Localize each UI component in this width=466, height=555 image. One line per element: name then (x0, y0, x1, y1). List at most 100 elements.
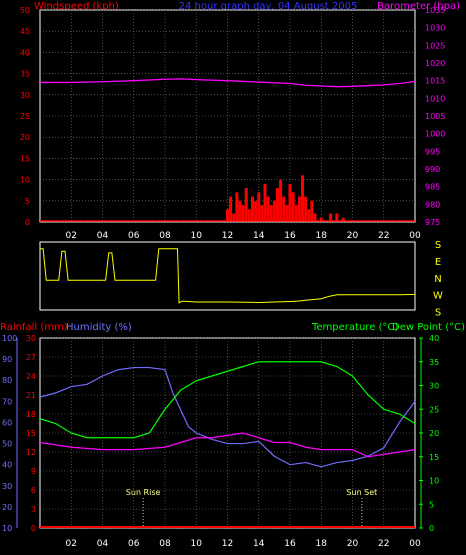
y-humidity-tick-label: 10 (2, 524, 12, 533)
x-tick-label: 06 (128, 539, 140, 549)
y-right-tick-label: 975 (425, 218, 440, 227)
x-tick-label: 20 (347, 231, 359, 241)
y-left-tick-label: 50 (20, 6, 30, 15)
wind-bar (269, 205, 273, 221)
wind-bar (313, 213, 317, 221)
x-tick-label: 00 (409, 231, 421, 241)
wind-bar (307, 209, 311, 221)
compass-label: S (435, 240, 441, 251)
y-humidity-tick-label: 70 (2, 397, 12, 406)
wind-bar (226, 209, 229, 221)
wind-bar (301, 175, 304, 221)
wind-bar (279, 179, 283, 221)
wind-bar (251, 196, 254, 221)
dewpoint-line (39, 432, 416, 458)
compass-label: N (434, 274, 441, 285)
x-tick-label: 12 (222, 231, 233, 241)
wind-bar (297, 196, 301, 221)
y-left-tick-label: 20 (20, 133, 30, 142)
y-rain-tick-label: 15 (26, 429, 36, 438)
y-rain-tick-label: 9 (31, 467, 36, 476)
compass-label: E (435, 257, 441, 268)
chart-marks: Sun Rise Sun Set (39, 78, 416, 528)
y-left-tick-label: 15 (20, 154, 30, 163)
wind-bar (241, 205, 245, 221)
y-rain-tick-label: 0 (31, 524, 36, 533)
x-tick-label: 14 (253, 539, 265, 549)
y-humidity-tick-label: 90 (2, 355, 12, 364)
y-temp-tick-label: 30 (429, 382, 439, 391)
wind-bar (244, 188, 248, 221)
y-left-tick-label: 35 (20, 70, 30, 79)
temp-humidity-axes: 02 04 06 08 10 12 14 16 18 20 22 000369121518212427… (2, 334, 439, 549)
x-tick-label: 12 (222, 539, 233, 549)
y-humidity-tick-label: 80 (2, 376, 12, 385)
y-right-tick-label: 980 (425, 200, 440, 209)
wind-bar (263, 183, 267, 221)
wind-bar (235, 192, 239, 221)
y-right-tick-label: 1035 (425, 6, 445, 15)
y-humidity-tick-label: 50 (2, 440, 12, 449)
y-rain-tick-label: 18 (26, 410, 36, 419)
y-right-tick-label: 990 (425, 165, 440, 174)
y-left-tick-label: 45 (20, 27, 30, 36)
x-tick-label: 10 (191, 231, 203, 241)
y-left-tick-label: 0 (25, 218, 30, 227)
wind-bar (260, 205, 264, 221)
y-temp-tick-label: 40 (429, 334, 439, 343)
y-right-tick-label: 1020 (425, 59, 445, 68)
y-right-tick-label: 995 (425, 147, 440, 156)
x-tick-label: 18 (316, 231, 328, 241)
temperature-line (39, 361, 416, 439)
wind-bar (266, 196, 270, 221)
y-rain-tick-label: 3 (31, 505, 36, 514)
wind-bar (294, 205, 298, 221)
wind-bar (257, 192, 261, 221)
humidity-label: Humidity (%) (66, 322, 132, 333)
x-tick-label: 20 (347, 539, 359, 549)
x-tick-label: 00 (409, 539, 421, 549)
y-rain-tick-label: 12 (26, 448, 36, 457)
wind-bar (276, 188, 279, 221)
wind-baro-grid (40, 9, 415, 223)
x-tick-label: 02 (66, 231, 77, 241)
x-tick-label: 08 (159, 539, 171, 549)
wind-bar (335, 213, 339, 221)
y-rain-tick-label: 24 (26, 372, 36, 381)
y-temp-tick-label: 0 (429, 524, 434, 533)
y-temp-tick-label: 15 (429, 453, 439, 462)
x-tick-label: 04 (97, 539, 109, 549)
barometer-label: Barometer (hpa) (377, 1, 460, 12)
x-tick-label: 16 (284, 231, 296, 241)
y-humidity-tick-label: 100 (2, 334, 17, 343)
rainfall-label: Rainfall (mm) (0, 322, 68, 333)
chart-title: 24 hour graph day, 04 August 2005 (179, 1, 358, 12)
y-humidity-tick-label: 60 (2, 418, 12, 427)
x-tick-label: 08 (159, 231, 171, 241)
compass-label: W (433, 291, 443, 302)
y-humidity-tick-label: 30 (2, 482, 12, 491)
wind-bar (238, 200, 242, 221)
y-rain-tick-label: 27 (26, 353, 36, 362)
y-temp-tick-label: 35 (429, 358, 439, 367)
y-temp-tick-label: 10 (429, 477, 439, 486)
y-right-tick-label: 1000 (425, 130, 445, 139)
wind-direction-panel (39, 241, 416, 311)
y-right-tick-label: 1030 (425, 24, 445, 33)
sunset-label: Sun Set (346, 488, 377, 497)
wind-bar (304, 196, 308, 221)
x-tick-label: 06 (128, 231, 140, 241)
y-rain-tick-label: 21 (26, 391, 36, 400)
wind-bar (329, 213, 333, 221)
y-right-tick-label: 1010 (425, 94, 445, 103)
y-temp-tick-label: 20 (429, 429, 439, 438)
windspeed-label: Windspeed (kph) (34, 1, 119, 12)
sunrise-label: Sun Rise (126, 488, 161, 497)
compass-label: S (435, 308, 441, 319)
wind-bar (291, 192, 295, 221)
wind-bar (341, 217, 345, 221)
dewpoint-label: Dew Point (°C) (392, 322, 465, 333)
x-tick-label: 16 (284, 539, 296, 549)
y-left-tick-label: 5 (25, 197, 30, 206)
